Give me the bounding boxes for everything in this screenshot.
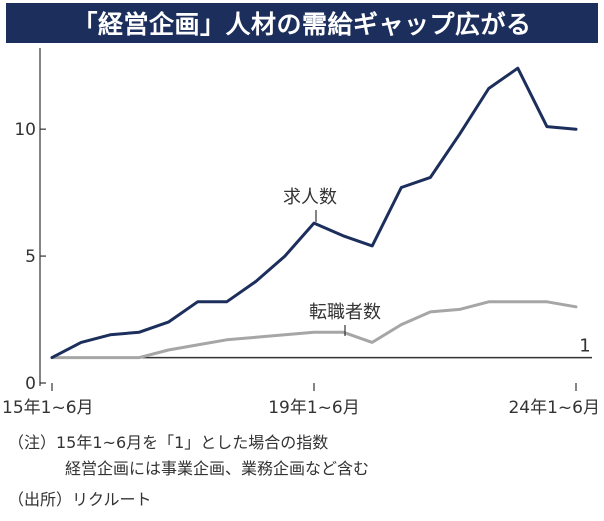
note-line-1: （注）15年1~6月を「1」とした場合の指数 [8, 433, 329, 452]
x-ticks: 15年1~6月 19年1~6月 24年1~6月 [2, 383, 600, 418]
title-bar: 「経営企画」人材の需給ギャップ広がる [6, 3, 598, 43]
y-tick-label: 10 [14, 120, 36, 140]
baseline-label: 1 [579, 336, 590, 357]
y-tick-label: 5 [25, 247, 36, 267]
series-layer [50, 66, 592, 360]
series-line-job-seekers [50, 300, 578, 360]
x-tick-label: 19年1~6月 [268, 398, 360, 418]
y-tick-label: 0 [25, 374, 36, 394]
source-note: （出所）リクルート [8, 490, 152, 509]
series-label-job-openings: 求人数 [283, 187, 337, 208]
chart-title: 「経営企画」人材の需給ギャップ広がる [72, 10, 532, 39]
x-tick-label: 15年1~6月 [2, 398, 94, 418]
series-line-job-openings [50, 66, 578, 360]
x-tick-label: 24年1~6月 [508, 398, 600, 418]
y-ticks: 0 5 10 [14, 120, 46, 394]
note-line-2: 経営企画には事業企画、業務企画など含む [65, 459, 370, 478]
series-label-job-seekers: 転職者数 [309, 302, 381, 323]
